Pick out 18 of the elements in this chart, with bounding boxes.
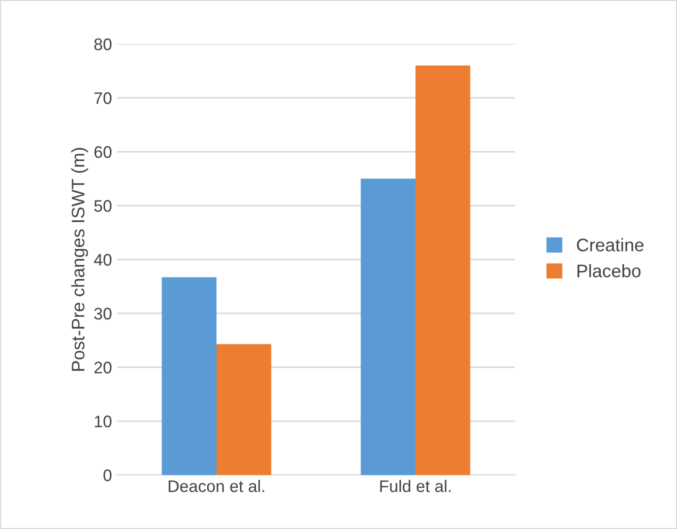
- bar: [416, 66, 470, 475]
- y-tick-label: 30: [94, 308, 112, 320]
- bar: [360, 178, 416, 475]
- y-tick-label: 0: [104, 469, 112, 482]
- y-axis-title: Post-Pre changes ISWT (m): [71, 148, 88, 371]
- y-tick-label: 20: [94, 362, 112, 374]
- x-tick-label: Fuld et al.: [380, 480, 451, 492]
- y-tick-label: 70: [94, 92, 112, 104]
- legend-label: Creatine: [576, 238, 644, 252]
- y-tick-label: 10: [94, 416, 112, 428]
- y-tick-label: 40: [94, 254, 112, 266]
- x-tick-label: Deacon et al.: [168, 480, 264, 492]
- legend-label: Placebo: [578, 264, 641, 278]
- bar: [216, 344, 272, 475]
- y-tick-label: 60: [94, 146, 112, 158]
- y-tick-label: 80: [94, 38, 112, 50]
- bar: [162, 277, 216, 475]
- y-tick-label: 50: [94, 200, 112, 212]
